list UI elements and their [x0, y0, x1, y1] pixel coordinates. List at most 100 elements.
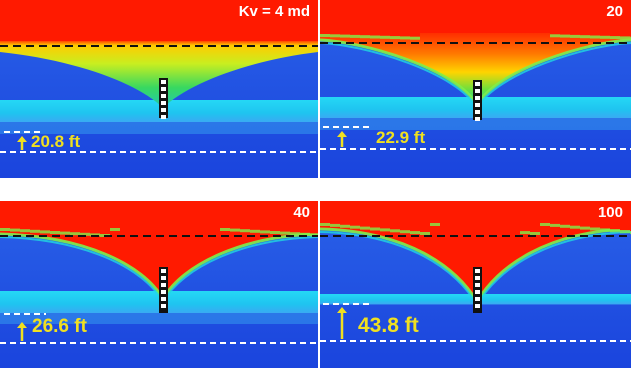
- surface-roughness: [290, 226, 300, 233]
- well-screen-segment: [161, 80, 166, 84]
- surface-roughness: [310, 226, 318, 234]
- drawdown-cone: [320, 32, 631, 105]
- surface-roughness: [60, 226, 70, 232]
- distance-label: 43.8 ft: [358, 314, 419, 337]
- surface-fringe: [110, 228, 120, 231]
- well-screen-segment: [475, 269, 480, 273]
- surface-roughness: [90, 226, 100, 234]
- surface-roughness: [590, 32, 600, 36]
- surface-roughness: [240, 226, 250, 230]
- distance-label: 26.6 ft: [32, 316, 87, 337]
- panel-kv-20: 20 22.9 ft: [320, 0, 631, 178]
- surface-fringe: [350, 34, 360, 38]
- surface-roughness: [320, 32, 330, 34]
- surface-roughness: [330, 32, 340, 35]
- distance-arrow-head: [17, 136, 27, 142]
- panel-kv-40: 40 26.6 ft: [0, 201, 318, 368]
- panel-plot: [0, 0, 318, 178]
- surface-roughness: [410, 221, 420, 232]
- well-screen-segment: [161, 87, 166, 91]
- surface-fringe: [580, 35, 590, 39]
- red-surface-layer: [320, 201, 631, 222]
- surface-fringe: [580, 226, 590, 230]
- surface-fringe: [400, 230, 410, 234]
- distance-label: 22.9 ft: [376, 128, 426, 147]
- surface-roughness: [340, 221, 350, 225]
- surface-fringe: [220, 228, 230, 231]
- well-screen-segment: [161, 283, 166, 287]
- surface-fringe: [270, 231, 280, 234]
- red-surface-layer: [0, 201, 318, 227]
- surface-roughness: [350, 221, 360, 226]
- well-screen-segment: [475, 304, 480, 308]
- surface-roughness: [380, 32, 390, 36]
- surface-roughness: [340, 32, 350, 35]
- surface-fringe: [360, 226, 370, 230]
- surface-roughness: [80, 226, 90, 233]
- surface-fringe: [560, 224, 570, 228]
- well-screen-segment: [161, 108, 166, 112]
- well-screen-segment: [161, 101, 166, 105]
- surface-roughness: [550, 221, 560, 224]
- surface-fringe: [250, 229, 260, 233]
- surface-fringe: [80, 232, 90, 236]
- surface-roughness: [520, 221, 530, 232]
- surface-roughness: [600, 221, 610, 229]
- surface-fringe: [30, 229, 40, 233]
- surface-roughness: [330, 221, 340, 224]
- distance-arrow-head: [337, 307, 347, 313]
- surface-fringe: [410, 231, 420, 235]
- surface-roughness: [580, 32, 590, 36]
- surface-roughness: [110, 226, 120, 228]
- surface-fringe: [240, 229, 250, 233]
- kv-label: 40: [293, 204, 310, 221]
- surface-fringe: [600, 35, 610, 39]
- surface-fringe: [340, 224, 350, 228]
- well-screen-segment: [475, 283, 480, 287]
- well-screen-segment: [161, 276, 166, 280]
- surface-fringe: [390, 36, 400, 40]
- surface-fringe: [620, 36, 630, 40]
- surface-fringe: [520, 231, 530, 235]
- well-screen-segment: [475, 82, 480, 86]
- surface-fringe: [330, 34, 340, 38]
- surface-roughness: [280, 226, 290, 232]
- surface-roughness: [570, 32, 580, 35]
- well-screen-segment: [161, 115, 166, 119]
- surface-roughness: [100, 226, 110, 234]
- surface-fringe: [320, 34, 330, 37]
- surface-roughness: [270, 226, 280, 231]
- well-screen-segment: [161, 297, 166, 301]
- surface-fringe: [0, 228, 10, 231]
- surface-roughness: [530, 221, 540, 232]
- surface-roughness: [50, 226, 60, 231]
- kv-label: 100: [597, 204, 623, 221]
- surface-fringe: [550, 223, 560, 227]
- surface-roughness: [380, 221, 390, 229]
- surface-roughness: [260, 226, 270, 231]
- distance-arrow-head: [17, 322, 27, 328]
- surface-roughness: [20, 226, 30, 230]
- well-screen-segment: [161, 304, 166, 308]
- distance-label: 20.8 ft: [31, 132, 81, 151]
- surface-fringe: [400, 36, 410, 40]
- surface-roughness: [590, 221, 600, 228]
- well-screen-segment: [475, 276, 480, 280]
- red-surface-layer: [0, 0, 318, 41]
- surface-fringe: [290, 232, 300, 236]
- surface-fringe: [600, 228, 610, 232]
- aquifer-glow: [0, 122, 318, 134]
- panel-plot: [0, 201, 318, 368]
- aquifer-glow: [0, 313, 318, 324]
- well-screen-segment: [161, 290, 166, 294]
- surface-roughness: [560, 32, 570, 35]
- surface-fringe: [380, 35, 390, 39]
- surface-roughness: [570, 221, 580, 226]
- surface-fringe: [530, 232, 540, 235]
- well-screen-segment: [475, 110, 480, 114]
- surface-roughness: [620, 221, 630, 231]
- well-screen-segment: [161, 94, 166, 98]
- surface-fringe: [610, 36, 620, 40]
- surface-fringe: [330, 223, 340, 227]
- surface-roughness: [70, 226, 80, 233]
